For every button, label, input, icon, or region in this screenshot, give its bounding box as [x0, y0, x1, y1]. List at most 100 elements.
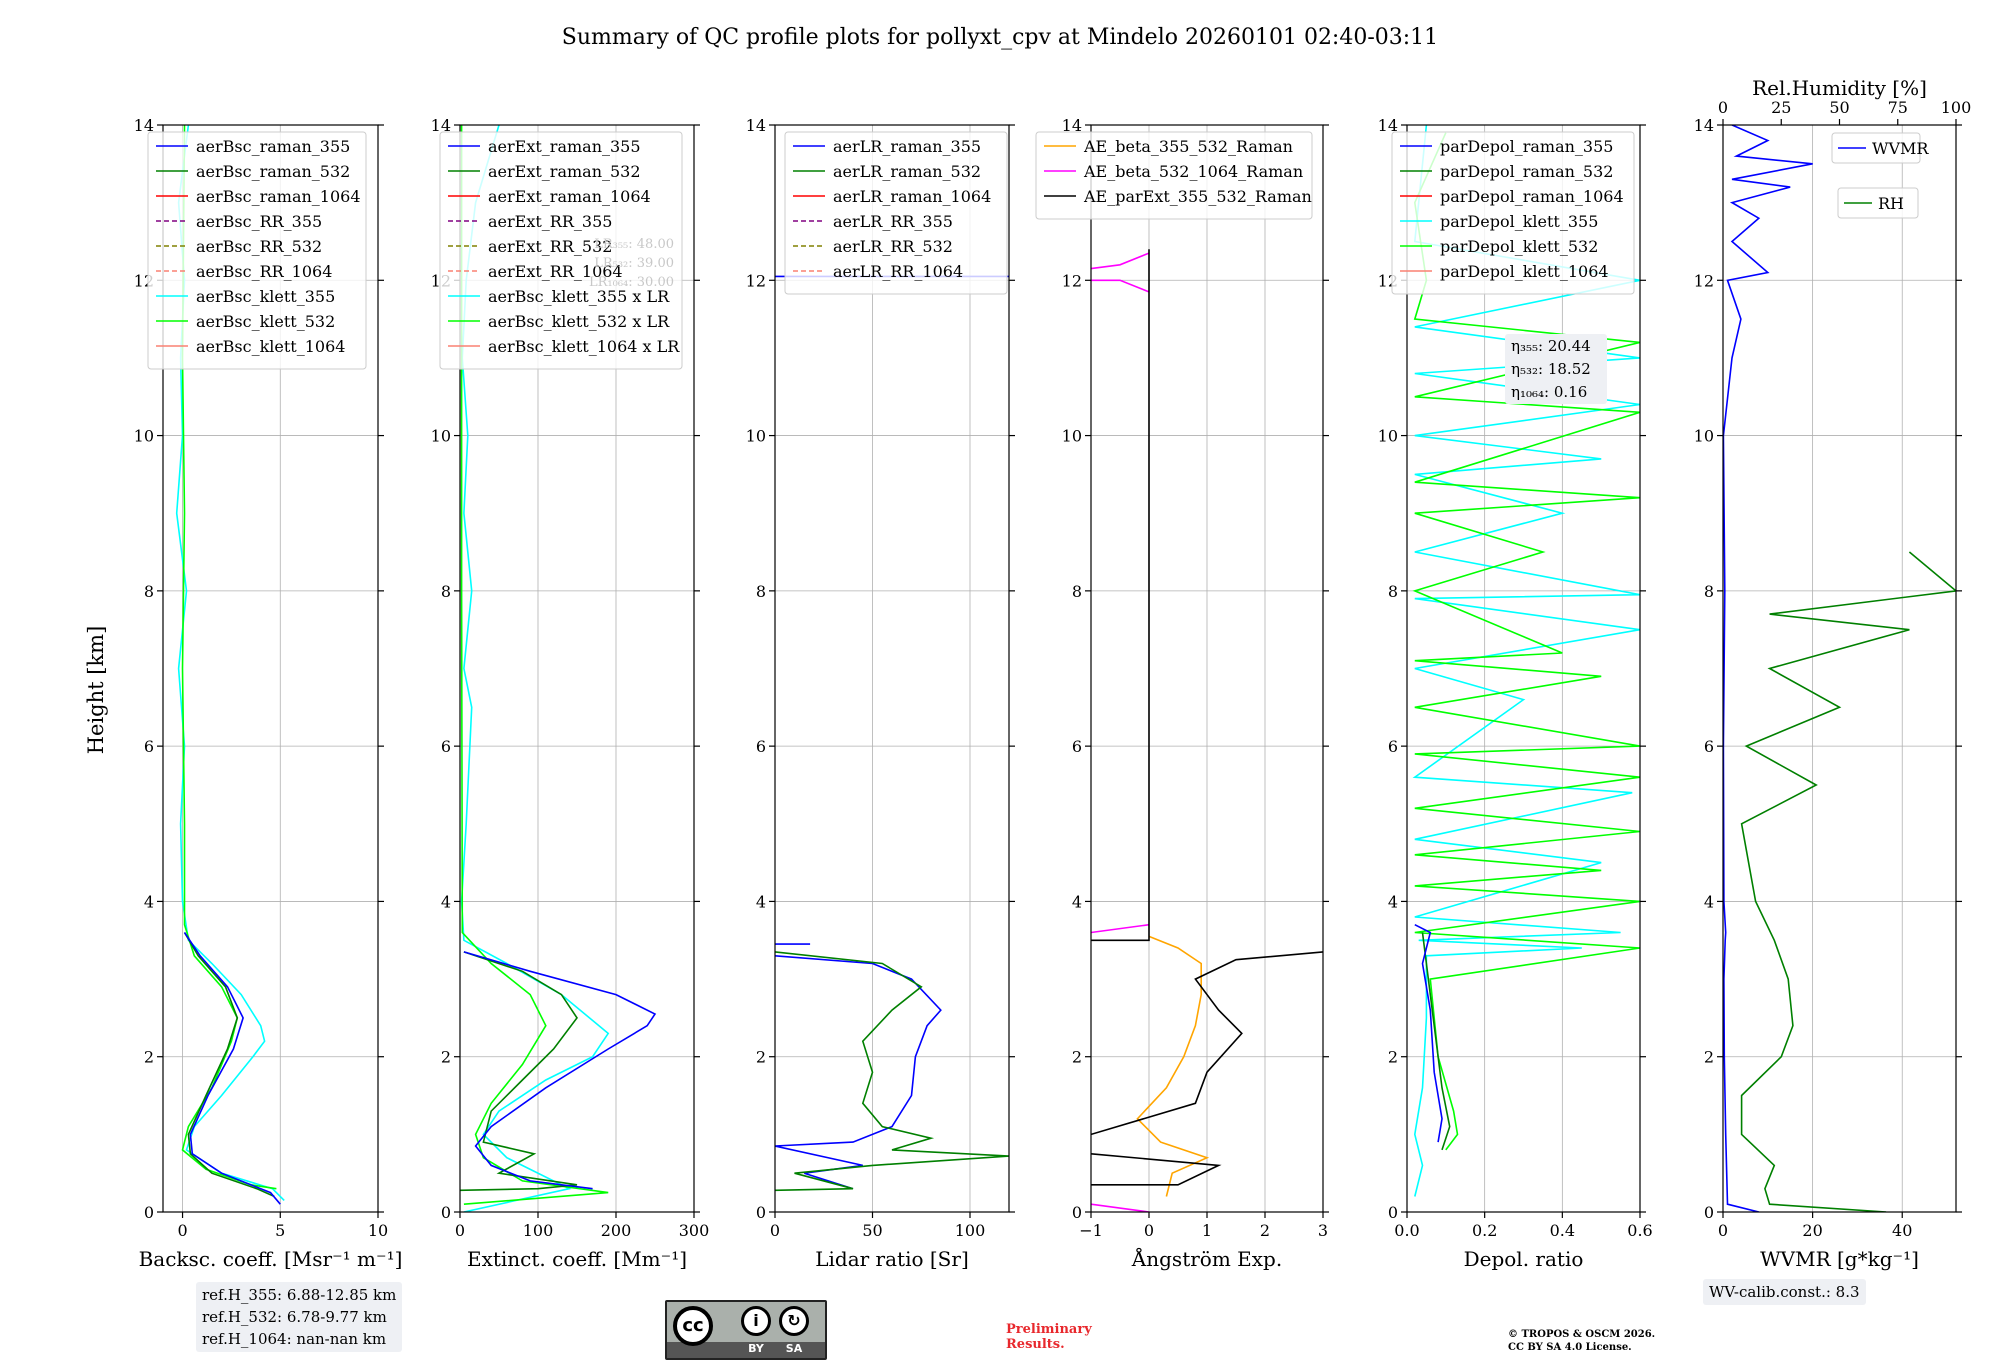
- legend-label: parDepol_klett_532: [1440, 237, 1598, 256]
- top-x-tick-label: 50: [1829, 98, 1849, 117]
- y-tick-label: 14: [746, 116, 766, 135]
- preliminary-results-note: Preliminary Results.: [1006, 1322, 1092, 1352]
- legend-box: [1391, 131, 1635, 295]
- y-tick-label: 6: [441, 737, 451, 756]
- y-tick-label: 2: [1072, 1048, 1082, 1067]
- legend-box: [784, 131, 1008, 295]
- legend-label: AE_parExt_355_532_Raman: [1083, 187, 1312, 206]
- axes-frame: [459, 124, 695, 1213]
- legend-label: aerBsc_raman_532: [196, 162, 350, 181]
- panel-3: 0 2 4 6 8 10 12 14 0 50 100 Lidar ratio [Sr] aerLR_r…: [746, 116, 1015, 1271]
- legend: aerExt_raman_355 aerExt_raman_532 aerExt_r…: [439, 131, 683, 370]
- top-x-tick-label: 100: [1941, 98, 1972, 117]
- series-line-aerExt_raman_355: [463, 951, 657, 1190]
- attribution-icon: i: [741, 1306, 771, 1336]
- x-tick-label: 0.4: [1550, 1221, 1575, 1240]
- y-tick-label: 8: [144, 582, 154, 601]
- legend-label: RH: [1878, 194, 1904, 213]
- axes-frame: [1722, 124, 1957, 1213]
- series-line-aerLR_raman_532: [775, 951, 1009, 1192]
- series-line-AE_beta_355_532_Raman: [1136, 935, 1210, 1197]
- legend-label: parDepol_raman_532: [1440, 162, 1613, 181]
- legend: aerLR_raman_355 aerLR_raman_532 aerLR_rama…: [784, 131, 1008, 295]
- eta-note: η₃₅₅: 20.44: [1511, 337, 1591, 355]
- y-tick-label: 0: [1704, 1203, 1714, 1222]
- series-line-aerExt_raman_532: [460, 951, 578, 1192]
- y-tick-label: 2: [1704, 1048, 1714, 1067]
- series-line-aerLR_raman_355: [775, 275, 1009, 1190]
- legend-label: aerBsc_klett_1064: [196, 337, 345, 356]
- legend-label: aerBsc_RR_532: [196, 237, 322, 256]
- legend-box: [1831, 132, 1921, 164]
- cc-by-sa-icon: cc i ↻ BY SA: [665, 1300, 827, 1360]
- lr-note: LR₃₅₅: 48.00: [594, 237, 674, 252]
- creative-commons-icon: cc: [673, 1306, 713, 1346]
- x-tick-label: 0.2: [1472, 1221, 1497, 1240]
- eta-box: [1505, 334, 1607, 404]
- legend-label: aerBsc_klett_1064 x LR: [488, 337, 680, 356]
- share-alike-icon: ↻: [779, 1306, 809, 1336]
- legend-label: aerLR_raman_532: [833, 162, 981, 181]
- legend-label: aerBsc_klett_355: [196, 287, 335, 306]
- y-tick-label: 8: [1388, 582, 1398, 601]
- legend-label: aerBsc_klett_355 x LR: [488, 287, 670, 306]
- figure-title: Summary of QC profile plots for pollyxt_…: [562, 25, 1438, 50]
- legend-label: WVMR: [1872, 139, 1929, 158]
- legend-label: aerExt_RR_1064: [488, 262, 623, 281]
- series-line-AE_beta_532_1064_Raman: [1091, 252, 1150, 1212]
- axes-frame: [1406, 124, 1641, 1213]
- ref-h-532: ref.H_532: 6.78-9.77 km: [202, 1308, 387, 1326]
- y-tick-label: 10: [746, 427, 766, 446]
- y-tick-label: 4: [144, 892, 154, 911]
- reference-height-box: ref.H_355: 6.88-12.85 km ref.H_532: 6.78…: [196, 1282, 403, 1352]
- axes-frame: [162, 124, 379, 1213]
- y-tick-label: 6: [1704, 737, 1714, 756]
- legend-label: aerBsc_raman_1064: [196, 187, 361, 206]
- legend-label: AE_beta_355_532_Raman: [1083, 137, 1293, 156]
- y-tick-label: 4: [1388, 892, 1398, 911]
- y-tick-label: 0: [756, 1203, 766, 1222]
- legend-label: aerBsc_RR_355: [196, 212, 322, 231]
- legend-label: aerExt_RR_532: [488, 237, 612, 256]
- top-x-axis-label: Rel.Humidity [%]: [1752, 76, 1927, 100]
- series-line-WVMR: [1723, 125, 1813, 1212]
- y-tick-label: 0: [441, 1203, 451, 1222]
- copyright-note: © TROPOS & OSCM 2026. CC BY SA 4.0 Licen…: [1508, 1328, 1655, 1354]
- legend-box: [1837, 187, 1919, 219]
- y-tick-label: 14: [1378, 116, 1398, 135]
- series-line-aerBsc_raman_532: [183, 932, 275, 1198]
- copyright-line-2: CC BY SA 4.0 License.: [1508, 1342, 1632, 1353]
- legend-label: aerLR_RR_355: [833, 212, 953, 231]
- x-tick-label: 5: [275, 1221, 285, 1240]
- legend: parDepol_raman_355 parDepol_raman_532 parD…: [1391, 131, 1635, 295]
- x-tick-label: 40: [1892, 1221, 1912, 1240]
- y-tick-label: 10: [134, 427, 154, 446]
- y-tick-label: 0: [144, 1203, 154, 1222]
- wv-calib-box: WV-calib.const.: 8.3: [1703, 1279, 1866, 1305]
- x-axis-label: Depol. ratio: [1464, 1247, 1584, 1271]
- x-axis-label: Lidar ratio [Sr]: [815, 1247, 969, 1271]
- y-tick-label: 10: [431, 427, 451, 446]
- legend-label: aerBsc_klett_532 x LR: [488, 312, 670, 331]
- y-tick-label: 8: [441, 582, 451, 601]
- x-axis-label: Ångström Exp.: [1131, 1246, 1282, 1271]
- license-by-label: BY: [748, 1342, 764, 1355]
- y-tick-label: 4: [1072, 892, 1082, 911]
- series-line-aerBsc_klett_532 x LR: [460, 125, 609, 1205]
- y-tick-label: 6: [144, 737, 154, 756]
- y-tick-label: 4: [756, 892, 766, 911]
- x-tick-label: 200: [601, 1221, 632, 1240]
- legend-label: parDepol_raman_355: [1440, 137, 1613, 156]
- y-tick-label: 10: [1378, 427, 1398, 446]
- legend-label: aerLR_raman_355: [833, 137, 981, 156]
- y-tick-label: 2: [1388, 1048, 1398, 1067]
- x-tick-label: 50: [862, 1221, 882, 1240]
- y-tick-label: 14: [134, 116, 154, 135]
- y-tick-label: 4: [441, 892, 451, 911]
- series-line-parDepol_klett_355: [1412, 125, 1640, 1197]
- y-tick-label: 4: [1704, 892, 1714, 911]
